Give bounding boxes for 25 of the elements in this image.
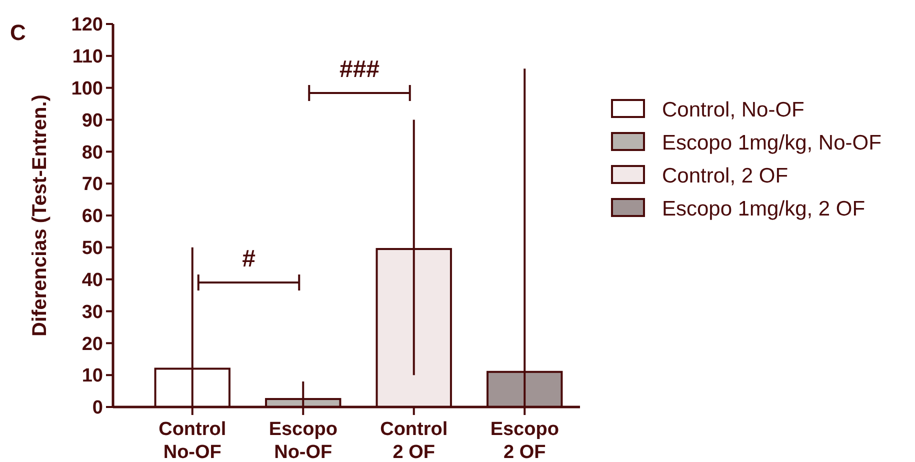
y-tick-label: 20 bbox=[82, 334, 103, 355]
y-tick-label: 120 bbox=[71, 14, 103, 36]
y-tick-label: 10 bbox=[82, 366, 103, 387]
y-axis-title: Diferencias (Test-Entren.) bbox=[29, 94, 51, 336]
x-tick-label: Escopo No-OF bbox=[268, 419, 338, 462]
x-tick-label: Escopo 2 OF bbox=[490, 419, 559, 462]
y-tick-label: 50 bbox=[82, 238, 103, 260]
y-tick-label: 70 bbox=[82, 174, 103, 196]
y-tick-label: 0 bbox=[92, 398, 103, 419]
y-tick-label: 40 bbox=[82, 270, 103, 291]
text: C bbox=[10, 20, 26, 45]
y-tick-label: 100 bbox=[71, 78, 103, 100]
y-tick-label: 90 bbox=[82, 110, 103, 132]
legend-label: Control, No-OF bbox=[662, 98, 804, 122]
x-tick-label: Control 2 OF bbox=[380, 419, 448, 462]
y-tick-label: 80 bbox=[82, 142, 103, 164]
legend-label: Control, 2 OF bbox=[662, 164, 788, 188]
y-tick-label: 110 bbox=[72, 46, 103, 68]
legend-label: Escopo 1mg/kg, 2 OF bbox=[662, 197, 866, 220]
annotation: # bbox=[242, 246, 256, 273]
legend-label: Escopo 1mg/kg, No-OF bbox=[662, 131, 882, 154]
y-tick-label: 30 bbox=[82, 302, 103, 323]
y-tick-label: 60 bbox=[82, 206, 103, 228]
x-tick-label: Control No-OF bbox=[158, 419, 226, 462]
annotation: ### bbox=[339, 56, 380, 83]
